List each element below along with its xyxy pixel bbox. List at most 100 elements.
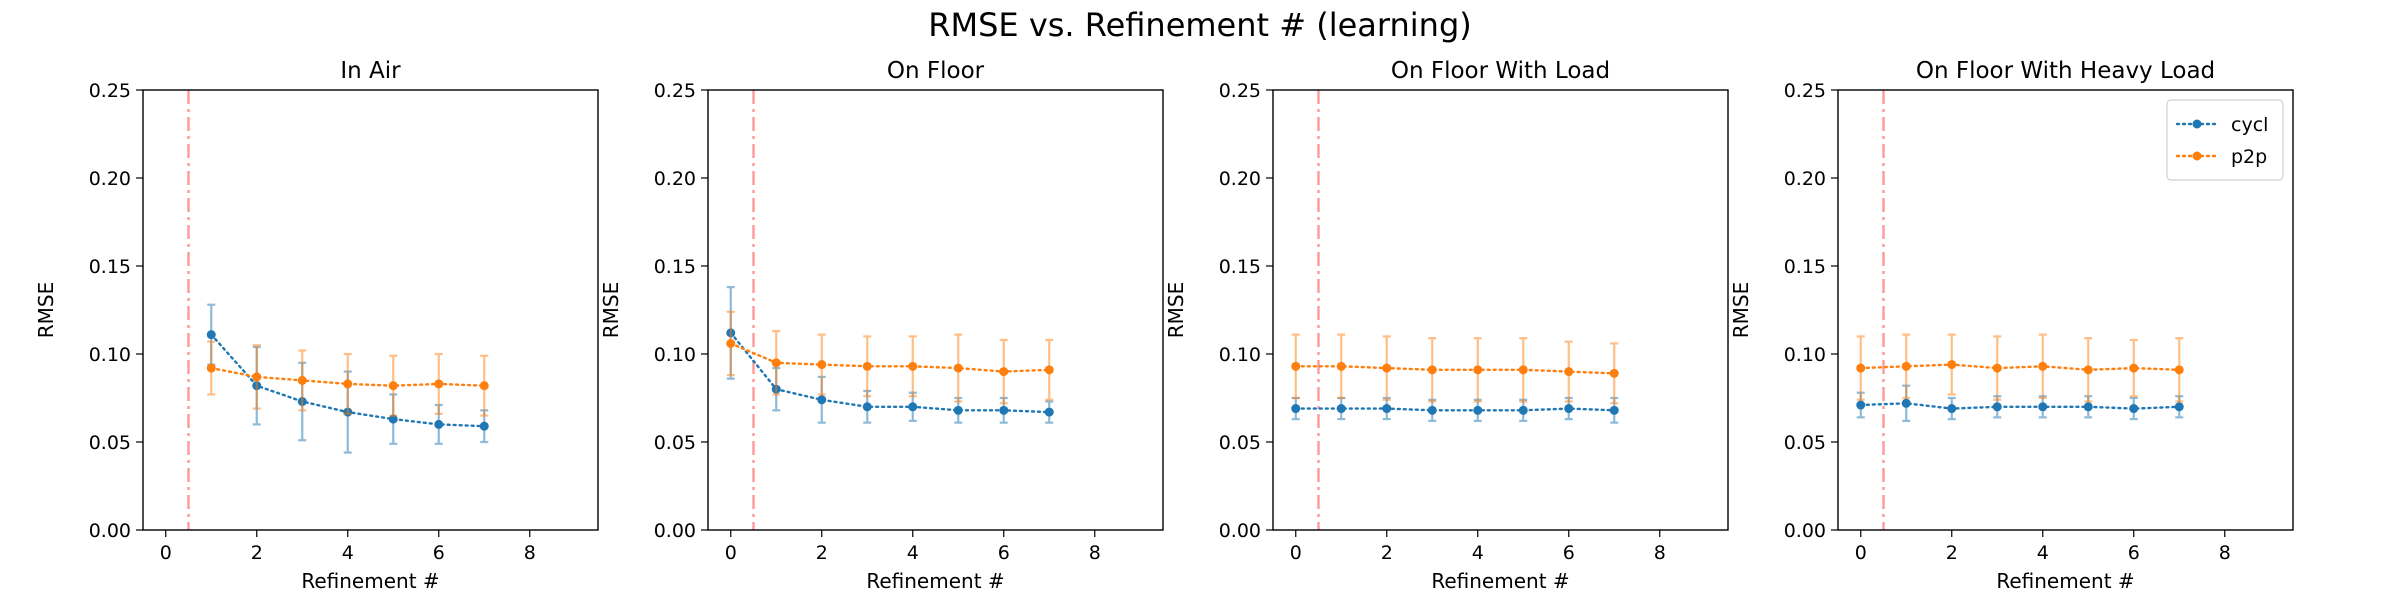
y-tick-label: 0.05 bbox=[89, 432, 131, 454]
y-axis-label: RMSE bbox=[34, 282, 58, 338]
x-tick-label: 8 bbox=[524, 542, 536, 564]
y-tick-label: 0.05 bbox=[1784, 432, 1826, 454]
y-tick-label: 0.25 bbox=[1784, 80, 1826, 102]
series-line bbox=[729, 331, 1051, 414]
data-point bbox=[817, 395, 827, 405]
chart-panel-1: In Air 0.00 0.05 0.10 0.15 0.20 0.25 0 2 4 6 8 Refin… bbox=[34, 58, 599, 593]
data-point bbox=[2174, 402, 2184, 412]
data-point bbox=[1427, 365, 1437, 375]
data-point bbox=[1427, 405, 1437, 415]
x-tick-label: 6 bbox=[1563, 542, 1575, 564]
y-tick-label: 0.20 bbox=[1784, 168, 1826, 190]
legend-item-p2p: p2p bbox=[2175, 146, 2267, 168]
y-tick-label: 0.15 bbox=[89, 256, 131, 278]
data-point bbox=[206, 330, 216, 340]
x-tick-label: 4 bbox=[1472, 542, 1484, 564]
y-tick-label: 0.15 bbox=[654, 256, 696, 278]
x-tick-label: 4 bbox=[342, 542, 354, 564]
data-point bbox=[2083, 402, 2093, 412]
y-axis-label: RMSE bbox=[1164, 282, 1188, 338]
data-point bbox=[908, 402, 918, 412]
series-line bbox=[1859, 363, 2181, 372]
data-point bbox=[726, 338, 736, 348]
legend-item-cycl: cycl bbox=[2175, 114, 2268, 136]
data-point bbox=[908, 361, 918, 371]
data-point bbox=[1564, 367, 1574, 377]
x-axis-label: Refinement # bbox=[1996, 569, 2134, 593]
data-point bbox=[1992, 363, 2002, 373]
y-tick-label: 0.05 bbox=[1219, 432, 1261, 454]
chart-panel-4: On Floor With Heavy Load 0.00 0.05 0.10 0.15… bbox=[1729, 58, 2294, 593]
legend: cycl p2p bbox=[2166, 99, 2284, 181]
y-tick-label: 0.20 bbox=[89, 168, 131, 190]
series-line bbox=[1294, 365, 1616, 375]
panel-title: On Floor With Heavy Load bbox=[1916, 58, 2215, 84]
data-point bbox=[1564, 404, 1574, 414]
data-point bbox=[343, 379, 353, 389]
x-tick-label: 4 bbox=[2037, 542, 2049, 564]
x-tick-label: 2 bbox=[251, 542, 263, 564]
x-tick-label: 0 bbox=[1290, 542, 1302, 564]
y-tick-label: 0.10 bbox=[89, 344, 131, 366]
data-point bbox=[1291, 361, 1301, 371]
panel-title: On Floor With Load bbox=[1391, 58, 1610, 84]
x-tick-label: 4 bbox=[907, 542, 919, 564]
x-tick-label: 8 bbox=[2219, 542, 2231, 564]
x-tick-label: 8 bbox=[1089, 542, 1101, 564]
y-tick-label: 0.15 bbox=[1219, 256, 1261, 278]
data-point bbox=[2129, 404, 2139, 414]
plot-frame bbox=[1272, 89, 1729, 531]
data-point bbox=[771, 358, 781, 368]
y-tick-label: 0.10 bbox=[654, 344, 696, 366]
data-point bbox=[1518, 405, 1528, 415]
chart-panel-3: On Floor With Load 0.00 0.05 0.10 0.15 0.20 0.… bbox=[1164, 58, 1729, 593]
y-tick-label: 0.00 bbox=[89, 520, 131, 542]
chart-panels: In Air 0.00 0.05 0.10 0.15 0.20 0.25 0 2 4 6 8 Refin… bbox=[34, 58, 2294, 593]
y-tick-label: 0.05 bbox=[654, 432, 696, 454]
data-point bbox=[1382, 363, 1392, 373]
data-point bbox=[206, 363, 216, 373]
x-axis-label: Refinement # bbox=[866, 569, 1004, 593]
data-point bbox=[2038, 402, 2048, 412]
legend-label: p2p bbox=[2231, 146, 2267, 168]
data-point bbox=[1901, 398, 1911, 408]
y-tick-label: 0.10 bbox=[1784, 344, 1826, 366]
data-point bbox=[2174, 365, 2184, 375]
y-tick-label: 0.10 bbox=[1219, 344, 1261, 366]
x-tick-label: 8 bbox=[1654, 542, 1666, 564]
y-tick-label: 0.15 bbox=[1784, 256, 1826, 278]
x-tick-label: 0 bbox=[1855, 542, 1867, 564]
data-point bbox=[2083, 365, 2093, 375]
data-point bbox=[2038, 361, 2048, 371]
data-point bbox=[1291, 404, 1301, 414]
data-point bbox=[953, 363, 963, 373]
data-point bbox=[1609, 368, 1619, 378]
x-tick-label: 2 bbox=[816, 542, 828, 564]
panel-title: In Air bbox=[340, 58, 401, 84]
figure-title: RMSE vs. Refinement # (learning) bbox=[928, 6, 1471, 44]
data-point bbox=[1901, 361, 1911, 371]
data-point bbox=[2129, 363, 2139, 373]
y-tick-label: 0.25 bbox=[1219, 80, 1261, 102]
series-p2p bbox=[1291, 333, 1619, 405]
data-point bbox=[479, 381, 489, 391]
data-point bbox=[953, 405, 963, 415]
data-point bbox=[1609, 405, 1619, 415]
x-axis-label: Refinement # bbox=[1431, 569, 1569, 593]
data-point bbox=[252, 372, 262, 382]
data-point bbox=[388, 381, 398, 391]
y-tick-label: 0.25 bbox=[654, 80, 696, 102]
data-point bbox=[1044, 365, 1054, 375]
x-tick-label: 6 bbox=[433, 542, 445, 564]
x-axis-label: Refinement # bbox=[301, 569, 439, 593]
y-tick-label: 0.20 bbox=[654, 168, 696, 190]
x-tick-label: 6 bbox=[2128, 542, 2140, 564]
data-point bbox=[1947, 360, 1957, 370]
data-point bbox=[434, 379, 444, 389]
series-p2p bbox=[726, 310, 1054, 405]
data-point bbox=[1473, 365, 1483, 375]
data-point bbox=[1947, 404, 1957, 414]
series-cycl bbox=[1291, 396, 1619, 424]
data-point bbox=[1856, 363, 1866, 373]
